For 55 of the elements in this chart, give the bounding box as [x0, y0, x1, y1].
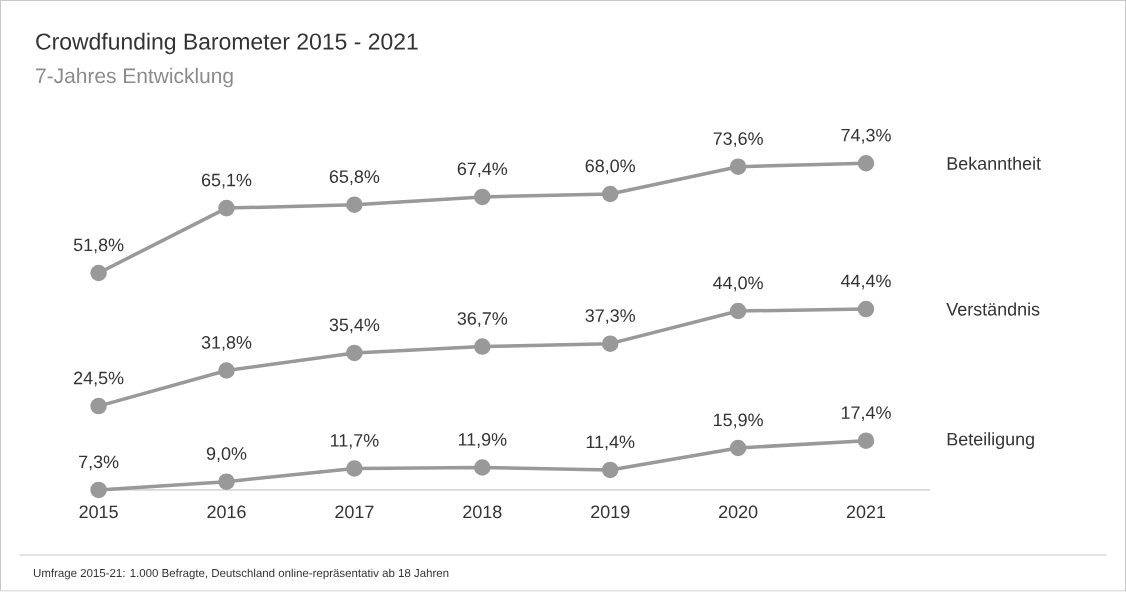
data-label: 44,0% [713, 276, 763, 292]
data-label: 24,5% [74, 371, 124, 387]
text: Umfrage 2015-21: 1.000 Befragte, Deutschland online-repräsentativ ab 18 Jahren [33, 568, 449, 580]
point [346, 196, 363, 214]
point [729, 302, 747, 320]
point [857, 155, 875, 172]
data-label: 11,4% [586, 435, 635, 451]
data-label: 35,4% [329, 318, 380, 334]
data-label: 37,3% [585, 309, 636, 325]
data-label: 9,0% [206, 447, 247, 463]
data-label: 15,9% [714, 413, 763, 429]
chart-title: Crowdfunding Barometer 2015 - 2021 [36, 33, 418, 55]
point [218, 362, 235, 379]
x-tick-label: 2015 [79, 505, 118, 519]
point [90, 264, 107, 282]
data-label: 44,4% [840, 274, 891, 290]
data-label: 17,4% [841, 406, 891, 422]
x-tick-label: 2019 [591, 505, 630, 519]
point [90, 398, 107, 415]
data-label: 7,3% [79, 455, 119, 471]
point [90, 481, 107, 499]
data-label: 65,1% [201, 173, 252, 189]
data-label: 65,8% [329, 170, 380, 186]
text: Bekanntheit [947, 156, 1041, 171]
text: Verständnis [946, 302, 1040, 316]
point [346, 344, 363, 362]
chart-subtitle: 7-Jahres Entwicklung [36, 68, 233, 88]
data-label: 51,8% [73, 238, 124, 254]
text: Beteiligung [947, 432, 1034, 450]
data-label: 11,7% [330, 434, 379, 450]
x-tick-label: 2017 [335, 505, 374, 519]
data-label: 74,3% [841, 129, 891, 144]
point [601, 185, 619, 203]
point [729, 439, 747, 457]
data-label: 31,8% [201, 336, 252, 352]
point [857, 432, 875, 450]
x-tick-label: 2018 [463, 505, 502, 519]
point [218, 473, 235, 491]
point [601, 335, 619, 353]
x-tick-label: 2016 [207, 505, 246, 519]
data-label: 68,0% [585, 159, 636, 175]
data-label: 73,6% [713, 132, 763, 148]
point [346, 460, 363, 477]
point [218, 200, 235, 217]
point [601, 461, 619, 479]
point [474, 459, 491, 476]
data-label: 36,7% [457, 312, 508, 328]
data-label: 67,4% [457, 162, 508, 178]
point [729, 158, 747, 176]
x-tick-label: 2021 [846, 505, 886, 519]
x-tick-label: 2020 [719, 505, 758, 519]
point [474, 188, 491, 206]
data-label: 11,9% [458, 433, 507, 449]
point [857, 301, 875, 318]
point [474, 338, 491, 356]
